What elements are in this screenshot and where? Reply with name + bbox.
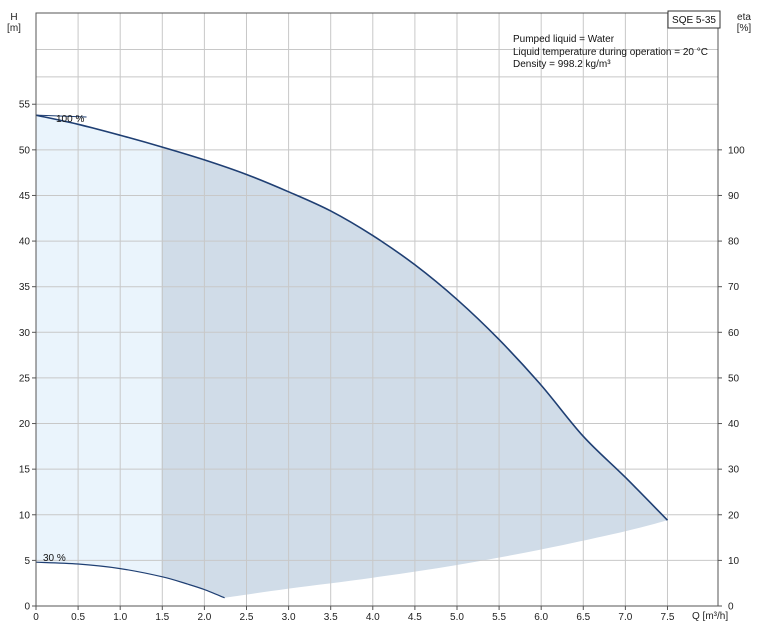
y2-axis-title: eta: [737, 12, 751, 23]
x-tick-label: 1.0: [113, 612, 127, 623]
curve-label-30: 30 %: [43, 553, 66, 564]
y2-tick-label: 10: [728, 556, 740, 567]
y-tick-label: 0: [24, 602, 30, 613]
x-tick-label: 1.5: [155, 612, 169, 623]
y2-tick-label: 80: [728, 237, 740, 248]
y2-tick-label: 90: [728, 191, 740, 202]
plot-frame: [35, 12, 719, 607]
leader-100: [35, 114, 87, 118]
y-tick-label: 15: [19, 465, 31, 476]
x-tick-label: 7.0: [618, 612, 632, 623]
y2-axis-unit: [%]: [737, 23, 752, 34]
grid-lines: [36, 13, 718, 606]
y2-tick-label: 20: [728, 510, 740, 521]
y2-tick-label: 50: [728, 373, 740, 384]
y-tick-label: 5: [24, 556, 30, 567]
y-axis-title: H: [10, 12, 17, 23]
x-tick-label: 3.0: [282, 612, 296, 623]
y-tick-label: 45: [19, 191, 31, 202]
x-tick-label: 6.5: [576, 612, 590, 623]
x-tick-label: 4.0: [366, 612, 380, 623]
axes: [32, 12, 722, 610]
x-tick-label: 5.5: [492, 612, 506, 623]
y-tick-label: 50: [19, 145, 31, 156]
note-pumped-liquid: Pumped liquid = Water: [513, 34, 615, 45]
y2-tick-label: 30: [728, 465, 740, 476]
curve-30-percent: [35, 561, 225, 599]
y-tick-label: 55: [19, 100, 31, 111]
y-tick-label: 30: [19, 328, 31, 339]
x-tick-label: 4.5: [408, 612, 422, 623]
product-label-box: [667, 10, 721, 29]
x-tick-label: 0: [33, 612, 39, 623]
x-tick-label: 6.0: [534, 612, 548, 623]
x-axis-title: Q [m³/h]: [692, 611, 728, 622]
area-light-region: [36, 115, 163, 577]
product-label: SQE 5-35: [672, 15, 716, 26]
y-tick-label: 40: [19, 237, 31, 248]
y-tick-label: 35: [19, 282, 31, 293]
x-tick-label: 3.5: [324, 612, 338, 623]
x-tick-label: 0.5: [71, 612, 85, 623]
performance-curves: [35, 114, 669, 599]
y2-tick-label: 40: [728, 419, 740, 430]
x-tick-label: 2.5: [240, 612, 254, 623]
curve-100-percent: [35, 114, 669, 521]
operating-range-areas: [36, 115, 668, 598]
x-tick-label: 5.0: [450, 612, 464, 623]
y-tick-label: 20: [19, 419, 31, 430]
note-density: Density = 998.2 kg/m³: [513, 59, 611, 70]
x-tick-label: 2.0: [197, 612, 211, 623]
y-axis-unit: [m]: [7, 23, 21, 34]
note-liquid-temperature: Liquid temperature during operation = 20…: [513, 47, 708, 58]
curve-label-100: 100 %: [56, 114, 84, 125]
x-tick-label: 7.5: [661, 612, 675, 623]
y-tick-label: 10: [19, 510, 31, 521]
y2-tick-label: 70: [728, 282, 740, 293]
y2-tick-label: 60: [728, 328, 740, 339]
tick-labels: 0 0.5 1.0 1.5 2.0 2.5 3.0 3.5 4.0 4.5 5.0 5.5 6.0 6.5…: [19, 100, 745, 623]
y2-tick-label: 0: [728, 602, 734, 613]
y2-tick-label: 100: [728, 145, 745, 156]
y-tick-label: 25: [19, 373, 31, 384]
